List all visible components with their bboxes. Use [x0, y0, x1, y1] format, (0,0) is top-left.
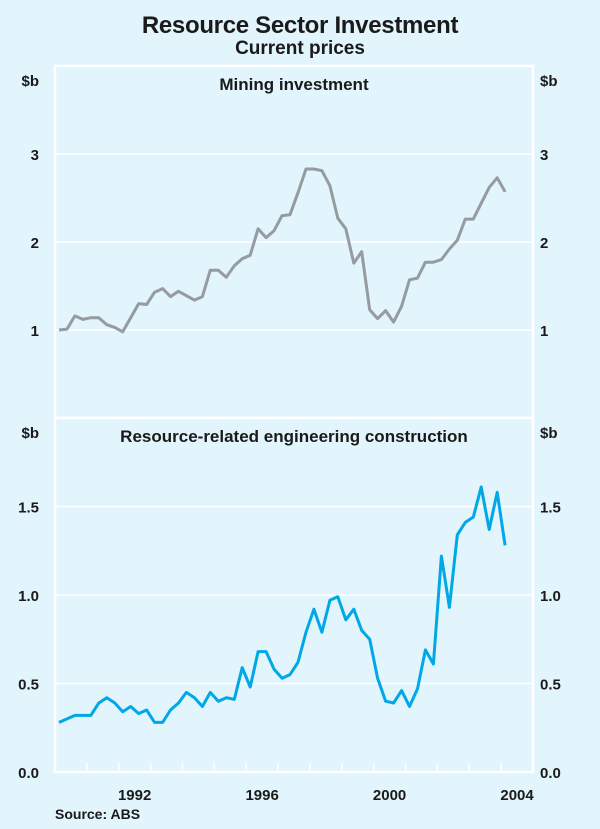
bottom-y-unit-left: $b — [21, 425, 39, 442]
series-line — [58, 167, 507, 334]
bottom-y-tick-labels: 0.0 0.0 0.5 0.5 1.0 1.0 1.5 1.5 — [18, 500, 561, 783]
panel-mining-investment: Mining investment $b $b 1 1 2 2 3 3 — [21, 64, 558, 420]
top-y-unit-right: $b — [540, 73, 558, 90]
top-gridlines — [55, 153, 533, 331]
chart-title: Resource Sector Investment — [141, 12, 459, 39]
bottom-series — [58, 485, 507, 724]
x-axis-tick-labels: 1992 1996 2000 2004 — [118, 787, 534, 804]
y-tick-label-left: 2 — [31, 235, 39, 252]
y-tick-label-left: 1 — [31, 323, 39, 340]
top-y-unit-left: $b — [21, 73, 39, 90]
bottom-gridlines — [55, 505, 533, 685]
y-tick-label-right: 0.5 — [540, 677, 561, 694]
y-tick-label-right: 2 — [540, 235, 548, 252]
bottom-panel-title: Resource-related engineering constructio… — [120, 427, 468, 446]
y-tick-label-left: 0.0 — [18, 765, 39, 782]
y-tick-label-right: 1 — [540, 323, 548, 340]
series-line — [58, 485, 507, 724]
y-tick-label-right: 3 — [540, 147, 548, 164]
top-series — [58, 167, 507, 334]
y-tick-label-right: 1.5 — [540, 500, 561, 517]
y-tick-label-left: 1.0 — [18, 588, 39, 605]
panel-engineering-construction: Resource-related engineering constructio… — [18, 416, 561, 804]
y-tick-label-left: 3 — [31, 147, 39, 164]
y-tick-label-right: 0.0 — [540, 765, 561, 782]
x-tick-label: 1996 — [245, 787, 278, 804]
bottom-panel-frame — [53, 416, 535, 774]
x-tick-label: 2004 — [500, 787, 534, 804]
top-panel-title: Mining investment — [219, 75, 369, 94]
x-tick-label: 2000 — [373, 787, 406, 804]
x-tick-label: 1992 — [118, 787, 151, 804]
y-tick-label-left: 0.5 — [18, 677, 39, 694]
chart-subtitle: Current prices — [235, 38, 365, 59]
y-tick-label-left: 1.5 — [18, 500, 39, 517]
x-axis-ticks — [86, 763, 502, 772]
y-tick-label-right: 1.0 — [540, 588, 561, 605]
bottom-y-unit-right: $b — [540, 425, 558, 442]
top-y-tick-labels: 1 1 2 2 3 3 — [31, 147, 549, 340]
source-note: Source: ABS — [55, 806, 141, 822]
